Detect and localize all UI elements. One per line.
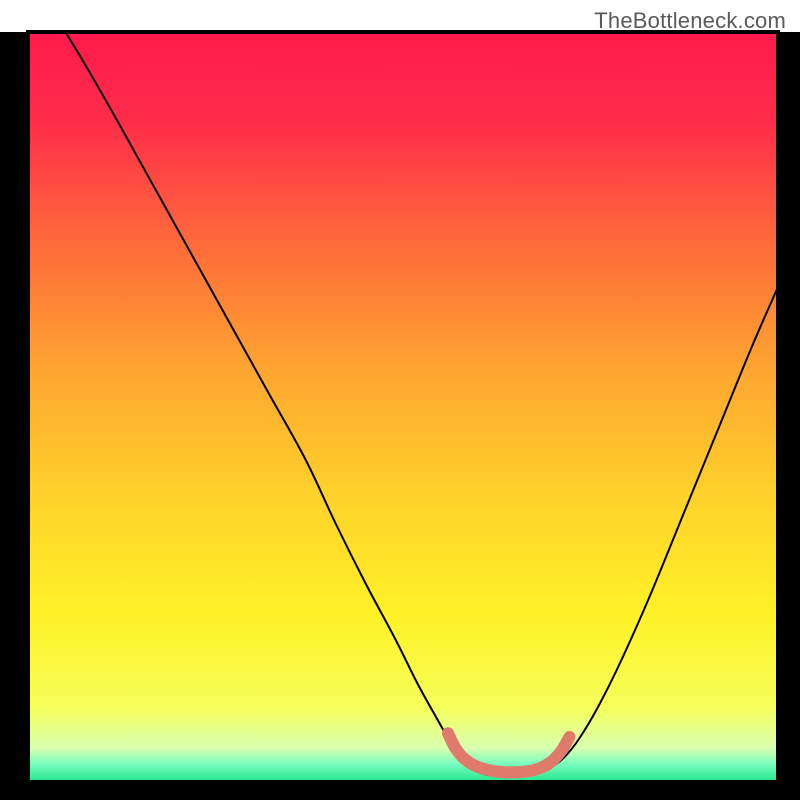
black-bar-left <box>0 32 28 782</box>
watermark-text: TheBottleneck.com <box>594 8 786 34</box>
black-bar-right <box>778 32 800 782</box>
chart-svg <box>0 0 800 800</box>
chart-container: TheBottleneck.com <box>0 0 800 800</box>
plot-group <box>0 32 800 800</box>
black-bar-bottom <box>0 782 800 800</box>
gradient-background <box>28 32 778 782</box>
